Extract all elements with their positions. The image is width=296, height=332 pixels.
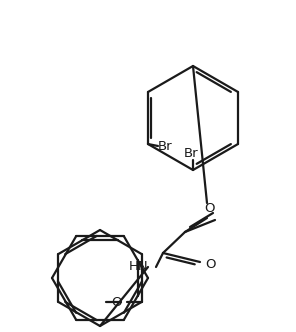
Text: Br: Br [158,139,173,152]
Text: O: O [205,258,215,271]
Text: O: O [205,202,215,214]
Text: O: O [111,295,122,308]
Text: HN: HN [128,261,148,274]
Text: Br: Br [184,147,198,160]
